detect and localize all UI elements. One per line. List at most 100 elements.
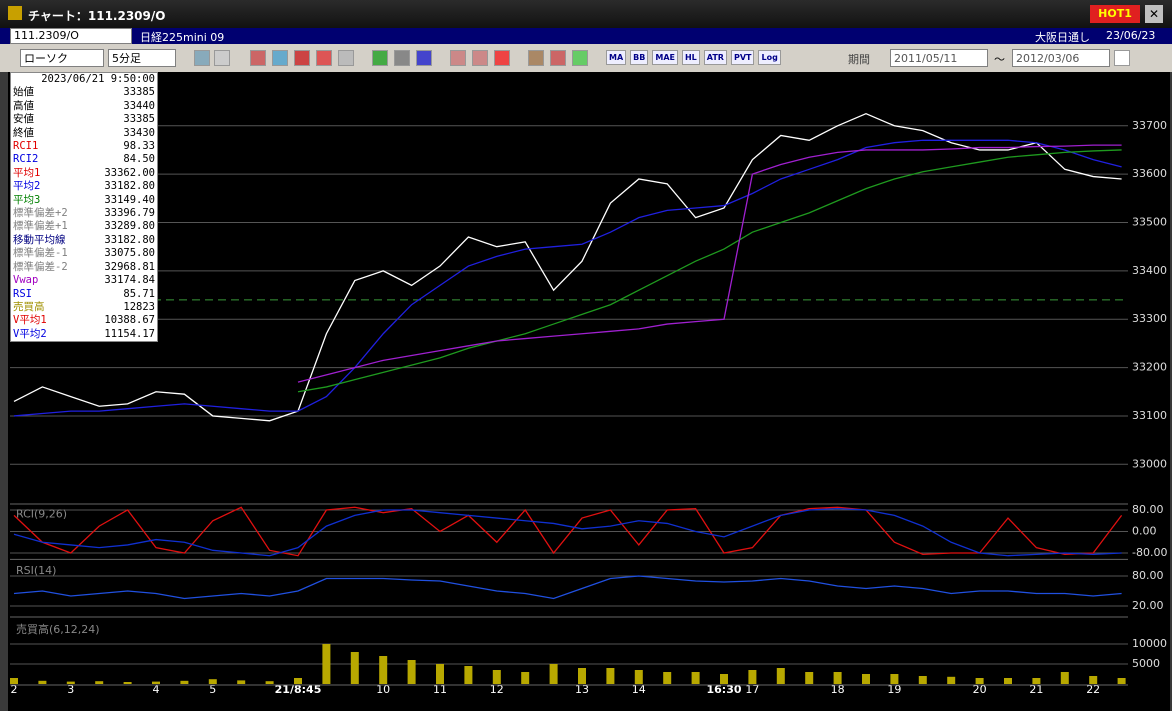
y-tick-label: 33700 <box>1132 119 1167 132</box>
chart: 33000 33100 33200 33300 33400 33500 33600 33700… <box>8 72 1170 711</box>
info-label: 標準偏差-1 <box>13 247 68 260</box>
tool-icon[interactable] <box>194 50 210 66</box>
header: 111.2309/O 日経225mini 09 大阪日通し 23/06/23 <box>0 28 1172 44</box>
info-row: RCI1 98.33 <box>11 140 157 153</box>
text-button[interactable]: Log <box>758 50 781 65</box>
interval-select[interactable]: 5分足 <box>108 49 176 67</box>
volume-bar <box>634 670 643 684</box>
tool-icon[interactable] <box>472 50 488 66</box>
tool-icon[interactable] <box>394 50 410 66</box>
tool-icon[interactable] <box>372 50 388 66</box>
x-tick-label: 12 <box>490 683 504 696</box>
y-tick-label: -80.00 <box>1132 546 1167 559</box>
info-value: 33174.84 <box>104 274 155 287</box>
volume-bar <box>663 672 672 684</box>
tool-icon[interactable] <box>572 50 588 66</box>
info-row: 平均1 33362.00 <box>11 167 157 180</box>
panel-title: RSI(14) <box>16 564 56 577</box>
x-tick-label: 21/8:45 <box>275 683 322 696</box>
info-value: 33440 <box>123 99 155 112</box>
tool-icon[interactable] <box>450 50 466 66</box>
from-date[interactable]: 2011/05/11 <box>890 49 988 67</box>
volume-bar <box>890 674 899 684</box>
info-row: V平均1 10388.67 <box>11 314 157 327</box>
checkbox[interactable] <box>1114 50 1130 66</box>
info-value: 98.33 <box>123 140 155 153</box>
symbol-box[interactable]: 111.2309/O <box>10 28 132 44</box>
text-button[interactable]: PVT <box>730 50 755 65</box>
series-line <box>297 144 1122 383</box>
info-row: 標準偏差-2 32968.81 <box>11 261 157 274</box>
tool-icon[interactable] <box>338 50 354 66</box>
info-value: 33385 <box>123 86 155 99</box>
toolbar: ローソク 5分足 MA BB MAE HL ATR PVT Log 期間 2011/05/1… <box>0 44 1172 72</box>
info-value: 33149.40 <box>104 193 155 206</box>
to-date[interactable]: 2012/03/06 <box>1012 49 1110 67</box>
volume-bar <box>918 676 927 684</box>
info-panel: 2023/06/21 9:50:00 始値 33385 高値 33440 安値 33385… <box>10 72 158 343</box>
info-row: RCI2 84.50 <box>11 153 157 166</box>
info-value: 33385 <box>123 113 155 126</box>
tool-icon[interactable] <box>250 50 266 66</box>
volume-bar <box>294 678 302 684</box>
info-label: 安値 <box>13 113 34 126</box>
volume-bar <box>95 681 104 684</box>
tool-icon[interactable] <box>550 50 566 66</box>
volume-bar <box>1004 678 1012 684</box>
tool-icon[interactable] <box>214 50 230 66</box>
info-row: 始値 33385 <box>11 86 157 99</box>
tool-icon[interactable] <box>528 50 544 66</box>
app-icon <box>8 6 22 20</box>
info-label: 平均1 <box>13 166 41 179</box>
volume-bar <box>180 680 189 684</box>
volume-bar <box>862 674 870 684</box>
info-label: 高値 <box>13 99 34 112</box>
x-tick-label: 20 <box>973 683 987 696</box>
volume-bar <box>38 680 47 684</box>
text-button[interactable]: ATR <box>703 50 727 65</box>
panel-title: RCI(9,26) <box>16 508 67 521</box>
text-button[interactable]: MAE <box>652 50 678 65</box>
series-line <box>13 506 1123 557</box>
tool-icon[interactable] <box>494 50 510 66</box>
volume-bar <box>720 674 728 684</box>
info-label: V平均2 <box>13 327 47 340</box>
info-value: 33430 <box>123 126 155 139</box>
tool-icon[interactable] <box>416 50 432 66</box>
chart-background <box>8 72 1170 711</box>
text-button[interactable]: MA <box>606 50 627 65</box>
info-row: 平均2 33182.80 <box>11 180 157 193</box>
info-label: 標準偏差+1 <box>13 220 68 233</box>
info-label: 標準偏差+2 <box>13 207 68 220</box>
tool-icon[interactable] <box>294 50 310 66</box>
text-button[interactable]: BB <box>630 50 649 65</box>
info-label: RCI2 <box>13 153 39 166</box>
volume-bar <box>606 668 615 684</box>
close-button[interactable]: ✕ <box>1145 5 1163 23</box>
volume-bar <box>833 672 842 684</box>
text-button[interactable]: HL <box>681 50 700 65</box>
volume-bar <box>66 681 75 684</box>
info-row: 売買高 12823 <box>11 301 157 314</box>
x-tick-label: 13 <box>575 683 589 696</box>
chart-style-select[interactable]: ローソク <box>20 49 104 67</box>
volume-bar <box>407 660 416 684</box>
y-tick-label: 33200 <box>1132 361 1167 374</box>
panel-title: 売買高(6,12,24) <box>16 622 100 636</box>
period-label: 期間 <box>848 53 870 66</box>
title-bar: チャート：111.2309/O HOT1 ✕ <box>0 0 1172 28</box>
volume-bar <box>1032 678 1041 684</box>
y-tick-label: 5000 <box>1132 657 1160 670</box>
volume-bar <box>208 679 217 684</box>
x-tick-label: 19 <box>887 683 901 696</box>
tool-icon[interactable] <box>316 50 332 66</box>
volume-bar <box>1117 678 1126 684</box>
volume-bar <box>436 664 444 684</box>
series-line <box>13 575 1122 600</box>
y-tick-label: 33400 <box>1132 264 1167 277</box>
tool-icon[interactable] <box>272 50 288 66</box>
y-tick-label: 33500 <box>1132 216 1167 229</box>
volume-bar <box>322 644 331 684</box>
hot-button[interactable]: HOT1 <box>1090 5 1140 23</box>
series-line <box>297 149 1122 393</box>
